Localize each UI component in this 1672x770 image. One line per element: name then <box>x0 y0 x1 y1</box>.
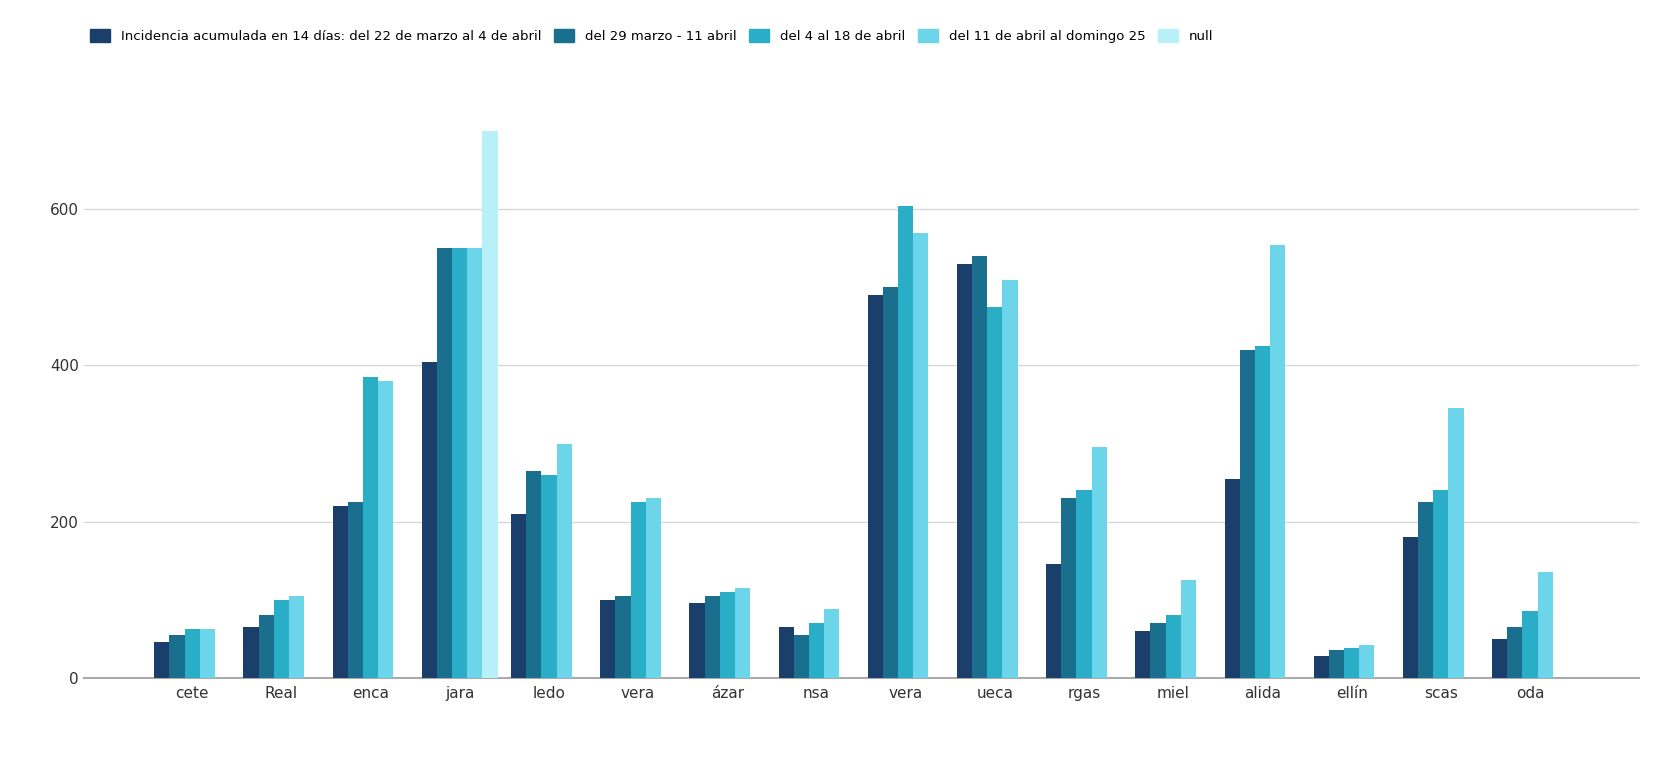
Bar <box>274 600 289 678</box>
Bar <box>600 600 615 678</box>
Bar <box>436 249 451 678</box>
Bar <box>1418 502 1433 678</box>
Legend: Incidencia acumulada en 14 días: del 22 de marzo al 4 de abril, del 29 marzo - 1: Incidencia acumulada en 14 días: del 22 … <box>90 28 1214 43</box>
Bar <box>809 623 824 678</box>
Bar <box>1256 346 1271 678</box>
Bar <box>615 596 630 678</box>
Bar <box>1359 644 1374 678</box>
Bar <box>1224 479 1239 678</box>
Bar <box>1329 651 1344 678</box>
Bar <box>184 629 199 678</box>
Bar <box>898 206 913 678</box>
Bar <box>1003 280 1018 678</box>
Bar <box>913 233 928 678</box>
Bar <box>1403 537 1418 678</box>
Bar <box>289 596 304 678</box>
Bar <box>259 615 274 678</box>
Bar <box>483 132 498 678</box>
Bar <box>1344 648 1359 678</box>
Bar <box>154 642 169 678</box>
Bar <box>689 604 704 678</box>
Bar <box>1077 490 1092 678</box>
Bar <box>1448 408 1463 678</box>
Bar <box>986 307 1003 678</box>
Bar <box>868 295 883 678</box>
Bar <box>1062 498 1077 678</box>
Bar <box>363 377 378 678</box>
Bar <box>1271 245 1286 678</box>
Bar <box>348 502 363 678</box>
Bar <box>971 256 986 678</box>
Bar <box>421 362 436 678</box>
Bar <box>1047 564 1062 678</box>
Bar <box>512 514 527 678</box>
Bar <box>1314 656 1329 678</box>
Bar <box>1506 627 1523 678</box>
Bar <box>630 502 645 678</box>
Bar <box>1239 350 1256 678</box>
Bar <box>1538 572 1553 678</box>
Bar <box>719 592 736 678</box>
Bar <box>542 475 557 678</box>
Bar <box>1165 615 1180 678</box>
Bar <box>466 249 483 678</box>
Bar <box>451 249 466 678</box>
Bar <box>704 596 719 678</box>
Bar <box>1523 611 1538 678</box>
Bar <box>1180 580 1195 678</box>
Bar <box>333 506 348 678</box>
Bar <box>1491 638 1506 678</box>
Bar <box>1433 490 1448 678</box>
Bar <box>1150 623 1165 678</box>
Bar <box>794 634 809 678</box>
Bar <box>736 588 751 678</box>
Bar <box>824 609 839 678</box>
Bar <box>557 444 572 678</box>
Bar <box>169 634 184 678</box>
Bar <box>527 470 542 678</box>
Bar <box>1092 447 1107 678</box>
Bar <box>956 264 971 678</box>
Bar <box>244 627 259 678</box>
Bar <box>199 629 216 678</box>
Bar <box>779 627 794 678</box>
Bar <box>883 287 898 678</box>
Bar <box>645 498 660 678</box>
Bar <box>1135 631 1150 678</box>
Bar <box>378 381 393 678</box>
